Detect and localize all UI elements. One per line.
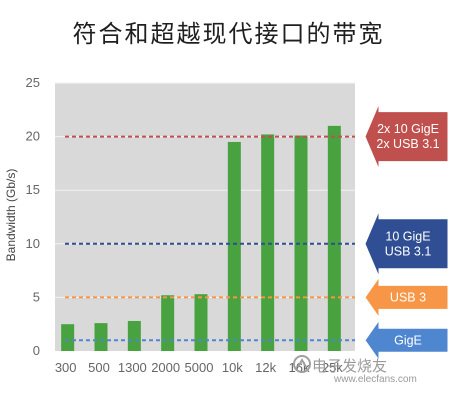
x-tick-label: 5000 — [185, 360, 214, 375]
callout-label: 2x USB 3.1 — [376, 137, 439, 151]
bar — [61, 324, 75, 351]
watermark-url: www.elecfans.com — [334, 374, 417, 385]
chart-title: 符合和超越现代接口的带宽 — [72, 20, 385, 48]
callout-label: USB 3 — [390, 290, 426, 304]
callout-arrow — [364, 210, 449, 277]
x-tick-label: 300 — [55, 360, 77, 375]
bar — [227, 141, 241, 351]
watermark-text: 电子发烧友 — [312, 357, 388, 375]
x-tick-label: 12k — [255, 360, 276, 375]
bar — [327, 125, 341, 351]
bar — [261, 134, 275, 351]
y-tick-label: 25 — [26, 75, 40, 90]
y-tick-label: 20 — [26, 129, 40, 144]
y-tick-label: 0 — [33, 343, 40, 358]
y-tick-label: 15 — [26, 182, 40, 197]
x-tick-label: 1300 — [118, 360, 147, 375]
x-tick-label: 25k — [322, 360, 343, 375]
bar — [94, 323, 108, 351]
callout-arrow — [364, 318, 449, 362]
x-tick-label: 500 — [88, 360, 110, 375]
callout-arrow — [364, 103, 449, 170]
y-tick-label: 10 — [26, 236, 40, 251]
bar — [194, 294, 208, 351]
x-tick-label: 2000 — [151, 360, 180, 375]
x-tick-label: 10k — [222, 360, 243, 375]
bar — [161, 295, 175, 351]
callout-label: GigE — [394, 333, 422, 347]
bar — [127, 320, 141, 351]
callout-label: 2x 10 GigE — [377, 122, 439, 136]
y-axis-label: Bandwidth (Gb/s) — [4, 169, 18, 262]
callout-label: 10 GigE — [385, 229, 430, 243]
callout-label: USB 3.1 — [385, 244, 432, 258]
y-tick-label: 5 — [33, 289, 40, 304]
watermark: 电子发烧友 www.elecfans.com — [312, 355, 417, 385]
callout-arrow — [364, 275, 449, 319]
watermark-logo-icon — [293, 355, 311, 373]
